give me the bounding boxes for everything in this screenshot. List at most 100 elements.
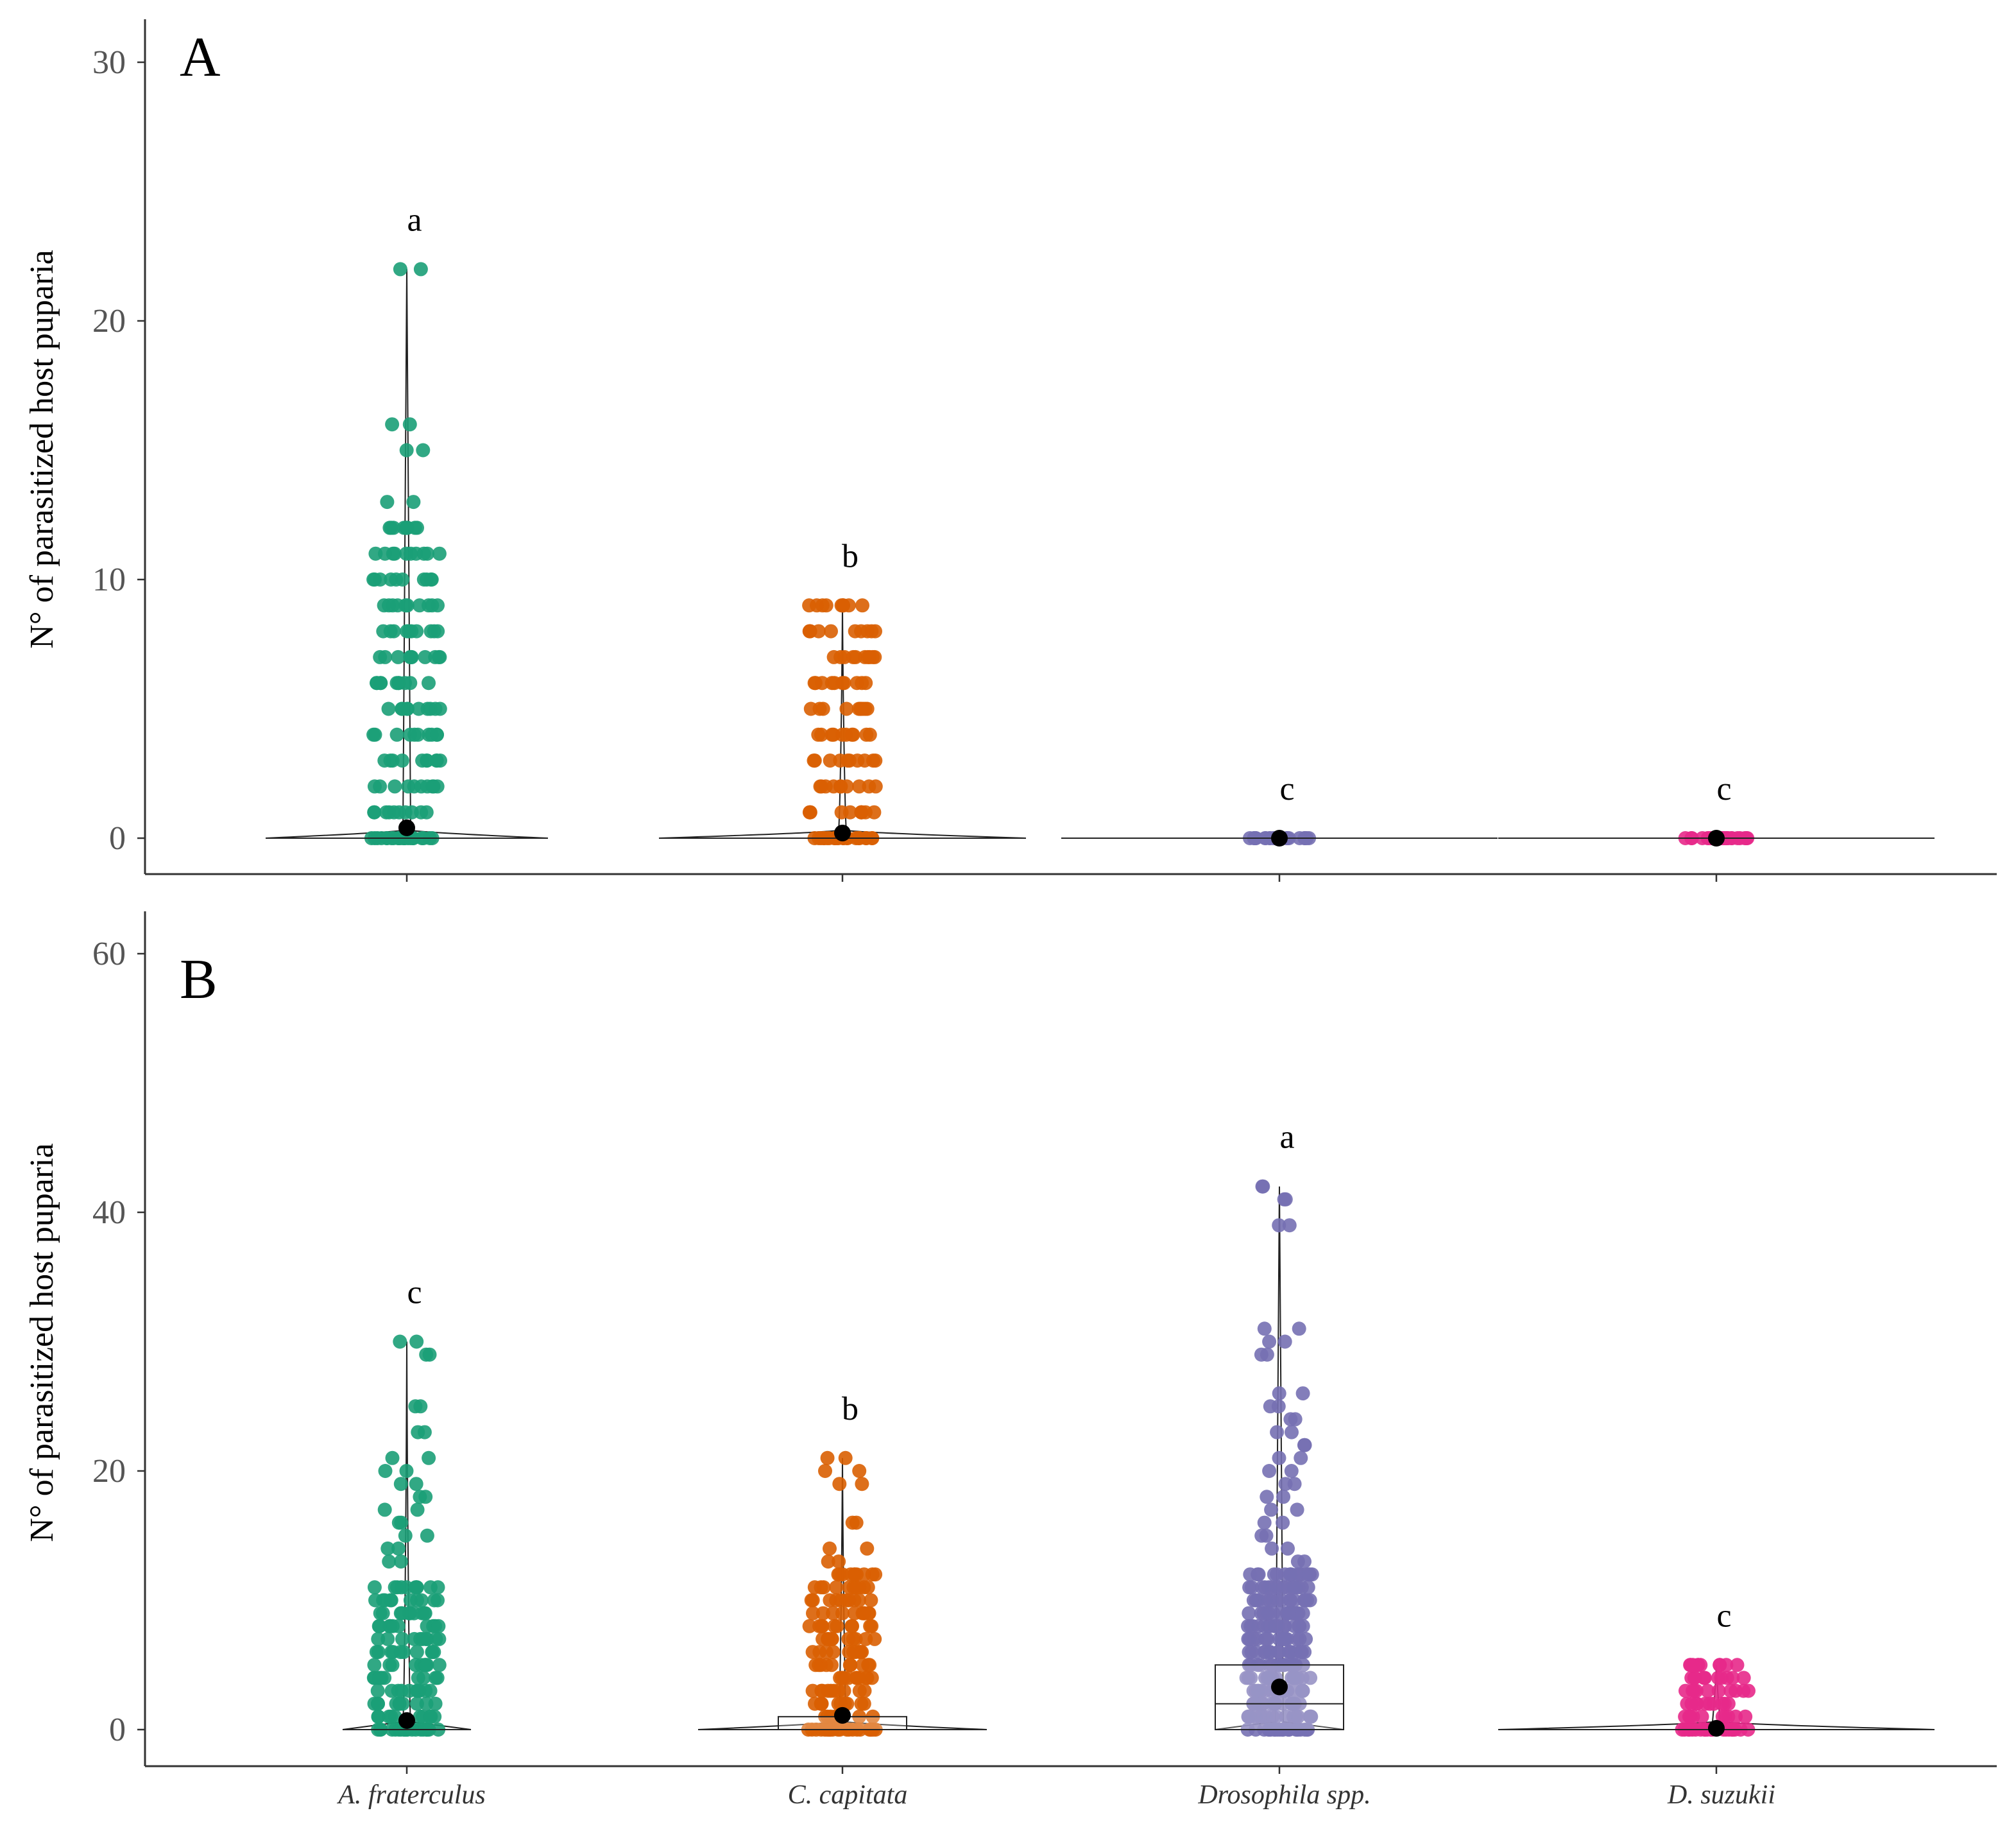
panel-a-violin <box>658 605 1027 839</box>
panel-a-data-point <box>380 495 395 510</box>
panel-b-data-point <box>1277 1619 1292 1633</box>
panel-b-data-point <box>823 1541 837 1556</box>
panel-b-data-point <box>829 1580 844 1595</box>
panel-b-data-point <box>1695 1709 1709 1724</box>
panel-b-data-point <box>867 1631 882 1646</box>
panel-b-data-point <box>805 1593 820 1608</box>
panel-a-data-point <box>429 727 444 742</box>
panel-b-significance-letter: c <box>1716 1597 1731 1634</box>
panel-b-data-point <box>1277 1192 1292 1207</box>
panel-a-data-point <box>853 701 868 716</box>
panel-b-data-point <box>1263 1399 1277 1414</box>
panel-b-data-point <box>383 1619 397 1633</box>
panel-b-y-tick-label: 20 <box>92 1453 126 1490</box>
panel-b-data-point <box>844 1619 859 1633</box>
panel-a-data-point <box>420 753 434 768</box>
panel-b-data-point <box>377 1502 392 1517</box>
panel-b-data-point <box>375 1606 390 1620</box>
panel-b-data-point <box>850 1567 864 1582</box>
panel-b-data-point <box>805 1645 820 1660</box>
panel-b-data-point <box>1245 1619 1260 1633</box>
panel-a-data-point <box>393 262 407 277</box>
panel-b-data-point <box>391 1683 406 1698</box>
panel-b-data-point <box>832 1477 847 1491</box>
category-label: A. fraterculus <box>336 1780 485 1810</box>
panel-b-data-point <box>382 1554 397 1569</box>
panel-b-data-point <box>838 1450 853 1465</box>
panel-b-data-point <box>1290 1554 1305 1569</box>
panel-b-data-point <box>393 1477 408 1491</box>
panel-b-y-tick-label: 0 <box>109 1712 126 1748</box>
panel-a-data-point <box>402 417 417 432</box>
panel-b-mean-point <box>1271 1678 1288 1696</box>
panel-a-data-point <box>366 727 381 742</box>
panel-b-data-point <box>814 1696 828 1711</box>
panel-a-data-point <box>376 624 391 639</box>
panel-b-data-point <box>415 1631 430 1646</box>
panel-b-data-point <box>393 1554 408 1569</box>
panel-b-data-point <box>1260 1490 1274 1504</box>
panel-b-data-point <box>1720 1671 1734 1685</box>
panel-a-significance-letter: c <box>1279 771 1294 807</box>
panel-b-data-point <box>1270 1425 1285 1440</box>
panel-a-data-point <box>802 805 817 820</box>
panel-b-data-point <box>831 1567 846 1582</box>
panel-b-data-point <box>1283 1567 1297 1582</box>
panel-b-data-point <box>1297 1593 1312 1608</box>
panel-b-data-point <box>849 1515 864 1530</box>
panel-b-data-point <box>367 1580 382 1595</box>
panel-a-data-point <box>425 598 440 613</box>
category-label: D. suzukii <box>1667 1780 1775 1810</box>
panel-b-data-point <box>1687 1671 1702 1685</box>
panel-b-data-point <box>806 1606 820 1620</box>
panel-b-data-point <box>1290 1631 1304 1646</box>
panel-b-data-point <box>1294 1645 1309 1660</box>
panel-b-data-point <box>431 1580 445 1595</box>
panel-b-data-point <box>1730 1658 1745 1672</box>
panel-b-y-tick-label: 40 <box>92 1194 126 1231</box>
panel-b-data-point <box>1269 1709 1283 1724</box>
panel-b-data-point <box>409 1334 424 1349</box>
panel-a-data-point <box>388 779 402 794</box>
panel-a-data-point <box>404 624 419 639</box>
panel-a-data-point <box>367 805 382 820</box>
panel-b-data-point <box>393 1334 407 1349</box>
panel-a-data-point <box>395 572 410 587</box>
panel-b-data-point <box>857 1683 872 1698</box>
panel-a-data-point <box>816 701 830 716</box>
panel-b-data-point <box>1261 1619 1276 1633</box>
panel-b-data-point <box>1292 1321 1306 1336</box>
panel-a-data-point <box>386 520 401 535</box>
panel-b-data-point <box>385 1450 400 1465</box>
panel-a-mean-point <box>1271 830 1288 847</box>
panel-b-data-point <box>1689 1696 1704 1711</box>
panel-a-data-point <box>413 262 428 277</box>
panel-b-data-point <box>389 1696 404 1711</box>
panel-b-data-point <box>1256 1179 1270 1194</box>
panel-a-data-point <box>811 727 826 742</box>
panel-b-data-point <box>384 1709 398 1724</box>
panel-b-data-point <box>388 1580 402 1595</box>
panel-b-data-point <box>371 1696 385 1711</box>
panel-b-data-point <box>1281 1541 1295 1556</box>
panel-b-data-point <box>1272 1386 1286 1401</box>
panel-b-data-point <box>1738 1709 1753 1724</box>
panel-a-data-point <box>823 753 837 768</box>
panel-b-data-point <box>857 1696 871 1711</box>
panel-b-data-point <box>818 1464 832 1478</box>
panel-a-data-point <box>844 727 859 742</box>
panel-b-data-point <box>1281 1606 1296 1620</box>
panel-b-label: B <box>180 949 218 1011</box>
panel-a-y-tick-label: 0 <box>109 820 126 857</box>
panel-a-data-point <box>379 805 394 820</box>
panel-b-data-point <box>821 1631 835 1646</box>
panel-a-data-point <box>368 572 382 587</box>
panel-b-data-point <box>1266 1606 1281 1620</box>
panel-b-data-point <box>1258 1631 1273 1646</box>
panel-a-y-axis-label: N° of parasitized host puparia <box>24 250 60 649</box>
panel-a-data-point <box>824 624 838 639</box>
panel-b-data-point <box>1285 1425 1299 1440</box>
panel-b-y-axis-label: N° of parasitized host puparia <box>24 1143 60 1542</box>
panel-b-data-point <box>391 1515 406 1530</box>
panel-a-data-point <box>378 546 392 561</box>
